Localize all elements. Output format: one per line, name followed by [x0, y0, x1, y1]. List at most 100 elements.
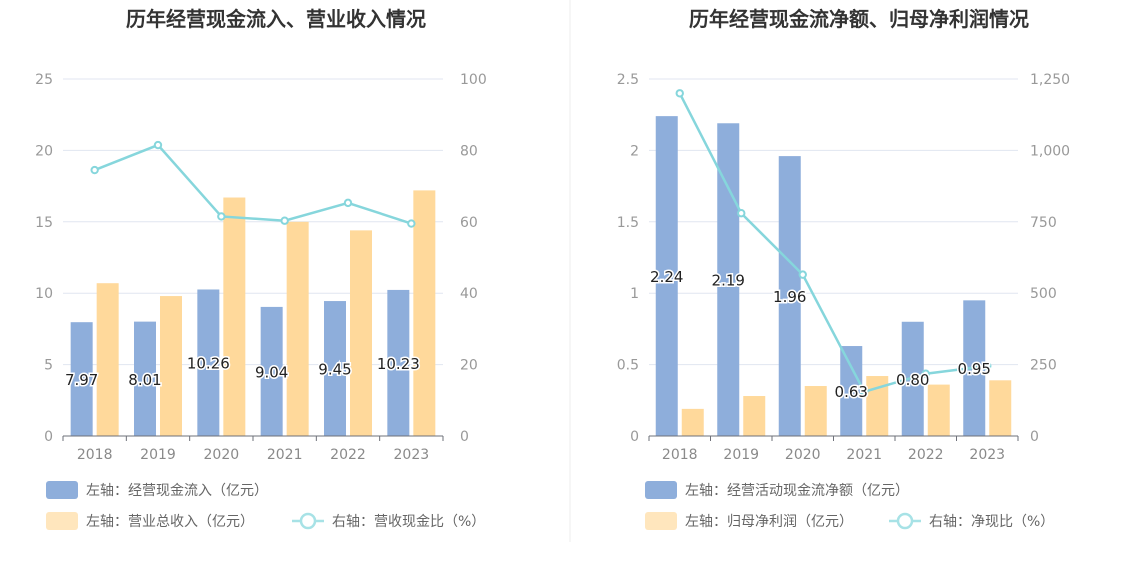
bar-net-profit	[927, 384, 950, 436]
x-axis-tick-label: 2019	[723, 447, 759, 463]
left-axis-tick-label: 0.5	[617, 358, 639, 374]
ratio-line-path	[678, 92, 988, 394]
x-axis	[62, 435, 444, 441]
ratio-line-point	[675, 89, 684, 98]
left-axis-tick-label: 1	[630, 286, 639, 302]
x-axis-tick-label: 2020	[785, 447, 821, 463]
legend-swatch	[46, 512, 78, 530]
bar-value-label: 1.96	[773, 288, 806, 306]
ratio-line-point	[737, 209, 746, 218]
x-axis-tick-label: 2023	[394, 447, 430, 463]
bar-total-revenue	[223, 197, 246, 436]
legend-label: 左轴：经营现金流入（亿元）	[86, 483, 268, 499]
x-axis-tick-label: 2022	[330, 447, 366, 463]
ratio-line	[675, 89, 992, 396]
bar-value-label: 0.63	[835, 383, 868, 401]
right-axis-tick-label: 100	[460, 72, 487, 88]
right-axis-ticks: 0 20 40 60 80 100	[460, 72, 487, 445]
ratio-line-point	[860, 387, 869, 396]
data-labels: 2.24 2.19 1.96 0.63 0.80 0.95	[649, 267, 993, 403]
ratio-line-point	[343, 198, 353, 208]
bar-net-profit	[804, 386, 827, 436]
right-axis-tick-label: 40	[460, 286, 478, 302]
left-axis-tick-label: 2	[630, 143, 639, 159]
left-axis-tick-label: 0	[630, 429, 639, 445]
chart-title: 历年经营现金流入、营业收入情况	[126, 7, 426, 31]
legend-label: 左轴：经营活动现金流净额（亿元）	[685, 483, 909, 499]
bar-total-revenue	[96, 283, 119, 436]
bar-value-label: 0.80	[896, 371, 929, 389]
legend-swatch	[645, 481, 677, 499]
right-axis-tick-label: 500	[1030, 286, 1057, 302]
right-axis-tick-label: 250	[1030, 358, 1057, 374]
bar-group	[70, 190, 436, 436]
bar-cash-inflow	[260, 306, 283, 436]
x-axis-tick-label: 2021	[846, 447, 882, 463]
net-cash-flow-profit-chart: 历年经营现金流净额、归母净利润情况 0 0.5 1 1.5 2 2.5 0 250 500 75…	[617, 7, 1070, 530]
x-axis	[648, 435, 1019, 441]
x-axis-tick-label: 2023	[969, 447, 1005, 463]
bar-cash-inflow	[70, 322, 93, 436]
bar-total-revenue	[160, 296, 182, 436]
data-labels: 7.97 8.01 10.26 9.04 9.45 10.23	[63, 353, 421, 390]
legend-label: 左轴：营业总收入（亿元）	[86, 514, 254, 530]
x-axis-ticks: 2018 2019 2020 2021 2022 2023	[662, 447, 1005, 463]
left-axis-ticks: 0 5 10 15 20 25	[35, 72, 53, 445]
bar-total-revenue	[286, 221, 309, 436]
x-axis-tick-label: 2021	[267, 447, 303, 463]
x-axis-ticks: 2018 2019 2020 2021 2022 2023	[77, 447, 429, 463]
right-axis-tick-label: 1,000	[1030, 143, 1070, 159]
left-axis-tick-label: 25	[35, 72, 53, 88]
left-axis-ticks: 0 0.5 1 1.5 2 2.5	[617, 72, 639, 445]
left-axis-tick-label: 10	[35, 286, 53, 302]
legend-swatch	[46, 481, 78, 499]
chart-title: 历年经营现金流净额、归母净利润情况	[689, 7, 1029, 31]
left-axis-tick-label: 15	[35, 215, 53, 231]
grid-lines	[63, 78, 443, 366]
ratio-line-point	[798, 270, 807, 279]
bar-cash-inflow	[134, 321, 156, 436]
legend-label: 左轴：归母净利润（亿元）	[685, 513, 853, 530]
grid-lines	[649, 78, 1018, 366]
ratio-line-point	[407, 219, 416, 228]
right-axis-tick-label: 750	[1030, 215, 1057, 231]
x-axis-tick-label: 2019	[140, 447, 176, 463]
left-axis-tick-label: 20	[35, 143, 53, 159]
right-axis-tick-label: 60	[460, 215, 478, 231]
right-axis-tick-label: 80	[460, 143, 478, 159]
bar-net-operating-cash-flow	[901, 321, 924, 436]
right-axis-tick-label: 0	[460, 429, 469, 445]
ratio-line-point	[280, 216, 289, 225]
ratio-line-point	[983, 361, 992, 371]
bar-value-label: 9.04	[255, 363, 288, 381]
bar-net-operating-cash-flow	[778, 156, 801, 436]
ratio-line-point	[90, 165, 99, 175]
bar-value-label: 8.01	[128, 371, 161, 389]
bar-net-profit	[681, 408, 704, 436]
bar-cash-inflow	[197, 289, 220, 436]
legend-label: 右轴：营收现金比（%）	[332, 514, 485, 530]
left-axis-tick-label: 0	[44, 429, 53, 445]
bar-value-label: 10.26	[187, 355, 230, 373]
ratio-line-path	[94, 143, 412, 225]
bar-cash-inflow	[387, 289, 410, 436]
bar-value-label: 7.97	[65, 371, 98, 389]
bar-total-revenue	[413, 190, 436, 436]
bar-value-label: 2.24	[650, 268, 683, 286]
legend: 左轴：经营活动现金流净额（亿元） 左轴：归母净利润（亿元） 右轴：净现比（%）	[645, 481, 1054, 530]
ratio-line	[90, 140, 416, 228]
bar-net-profit	[866, 376, 889, 436]
right-axis-tick-label: 1,250	[1030, 72, 1070, 88]
bar-value-label: 10.23	[377, 355, 420, 373]
legend-swatch	[645, 512, 677, 530]
ratio-line-point	[921, 369, 930, 378]
bar-group	[655, 116, 1012, 437]
x-axis-tick-label: 2020	[204, 447, 240, 463]
ratio-line-point	[153, 140, 163, 150]
legend-marker	[896, 512, 914, 530]
ratio-line-point	[217, 212, 226, 221]
bar-cash-inflow	[324, 301, 346, 436]
bar-net-profit	[989, 380, 1012, 436]
